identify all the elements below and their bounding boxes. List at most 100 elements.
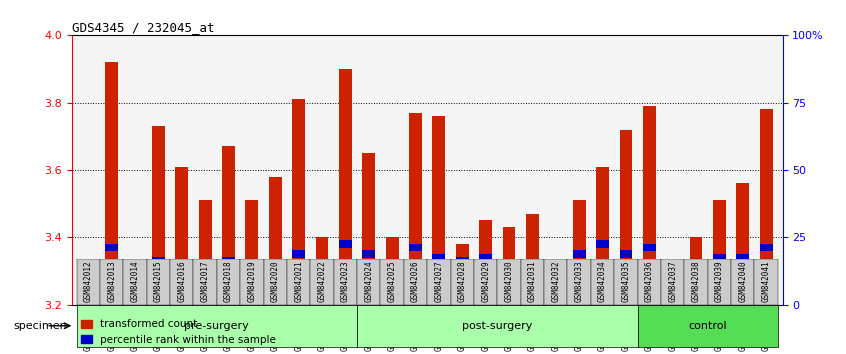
Text: GSM842023: GSM842023 xyxy=(341,261,350,302)
Bar xyxy=(479,254,492,261)
Bar xyxy=(736,183,750,304)
Bar xyxy=(731,258,755,304)
Bar xyxy=(152,257,165,264)
Bar xyxy=(591,258,614,304)
Bar xyxy=(245,270,258,278)
Bar xyxy=(217,258,240,304)
Bar xyxy=(544,258,568,304)
Bar xyxy=(713,200,726,304)
Text: GSM842032: GSM842032 xyxy=(552,261,560,302)
Text: post-surgery: post-surgery xyxy=(462,321,532,331)
Bar xyxy=(386,237,398,304)
Text: GSM842039: GSM842039 xyxy=(715,261,724,302)
Bar xyxy=(526,261,539,268)
Text: GSM842027: GSM842027 xyxy=(434,261,443,302)
Bar xyxy=(736,254,750,261)
Bar xyxy=(667,270,679,278)
Text: GSM842033: GSM842033 xyxy=(574,261,584,302)
Text: GDS4345 / 232045_at: GDS4345 / 232045_at xyxy=(72,21,214,34)
Bar xyxy=(269,177,282,304)
Bar xyxy=(451,258,474,304)
Bar xyxy=(333,258,357,304)
Text: GSM842016: GSM842016 xyxy=(178,261,186,302)
Text: GSM842036: GSM842036 xyxy=(645,261,654,302)
Text: GSM842026: GSM842026 xyxy=(411,261,420,302)
Bar xyxy=(614,258,638,304)
Text: GSM842041: GSM842041 xyxy=(761,261,771,302)
Text: GSM842035: GSM842035 xyxy=(622,261,630,302)
Bar xyxy=(105,62,118,304)
Bar xyxy=(105,244,118,251)
Bar xyxy=(362,250,376,258)
Bar xyxy=(316,237,328,304)
Bar xyxy=(357,258,381,304)
Bar xyxy=(129,301,141,304)
Text: GSM842038: GSM842038 xyxy=(691,261,700,302)
Bar xyxy=(573,200,585,304)
Bar xyxy=(755,258,777,304)
Bar xyxy=(619,250,632,258)
Bar xyxy=(240,258,264,304)
Bar xyxy=(245,200,258,304)
Text: GSM842015: GSM842015 xyxy=(154,261,163,302)
Bar xyxy=(339,240,352,248)
Bar xyxy=(292,250,305,258)
Bar xyxy=(362,153,376,304)
Bar xyxy=(689,261,702,268)
Bar xyxy=(199,274,212,281)
Text: GSM842028: GSM842028 xyxy=(458,261,467,302)
Bar xyxy=(526,214,539,304)
Bar xyxy=(432,116,445,304)
Text: GSM842040: GSM842040 xyxy=(739,261,747,302)
Text: GSM842017: GSM842017 xyxy=(201,261,210,302)
Text: GSM842037: GSM842037 xyxy=(668,261,677,302)
Bar xyxy=(146,258,170,304)
Text: GSM842012: GSM842012 xyxy=(84,261,93,302)
Bar xyxy=(194,258,217,304)
Bar xyxy=(479,221,492,304)
Text: control: control xyxy=(689,321,727,331)
Bar xyxy=(619,130,632,304)
Text: GSM842034: GSM842034 xyxy=(598,261,607,302)
Bar xyxy=(409,244,422,251)
Bar xyxy=(222,257,235,264)
Text: GSM842029: GSM842029 xyxy=(481,261,490,302)
Legend: transformed count, percentile rank within the sample: transformed count, percentile rank withi… xyxy=(77,315,280,349)
Bar xyxy=(689,237,702,304)
Bar xyxy=(549,261,563,304)
Bar xyxy=(432,254,445,261)
Bar xyxy=(573,250,585,258)
Bar xyxy=(381,258,404,304)
Bar xyxy=(264,258,287,304)
Text: GSM842019: GSM842019 xyxy=(247,261,256,302)
Bar xyxy=(357,304,638,347)
Bar xyxy=(497,258,521,304)
Bar xyxy=(596,167,609,304)
Text: GSM842022: GSM842022 xyxy=(317,261,327,302)
Text: GSM842030: GSM842030 xyxy=(504,261,514,302)
Bar xyxy=(549,264,563,271)
Bar xyxy=(339,69,352,304)
Text: GSM842025: GSM842025 xyxy=(387,261,397,302)
Bar xyxy=(124,258,146,304)
Bar xyxy=(638,258,661,304)
Bar xyxy=(152,126,165,304)
Text: specimen: specimen xyxy=(14,321,67,331)
Text: GSM842024: GSM842024 xyxy=(365,261,373,302)
Bar xyxy=(82,274,95,304)
Bar xyxy=(521,258,544,304)
Bar xyxy=(568,258,591,304)
Bar xyxy=(287,258,310,304)
Bar xyxy=(129,284,141,291)
Bar xyxy=(175,267,188,275)
Bar xyxy=(708,258,731,304)
Bar xyxy=(269,267,282,275)
Bar xyxy=(100,258,124,304)
Bar xyxy=(661,258,684,304)
Bar xyxy=(760,244,772,251)
Bar xyxy=(427,258,451,304)
Bar xyxy=(667,268,679,304)
Text: pre-surgery: pre-surgery xyxy=(184,321,250,331)
Bar xyxy=(503,227,515,304)
Bar xyxy=(175,167,188,304)
